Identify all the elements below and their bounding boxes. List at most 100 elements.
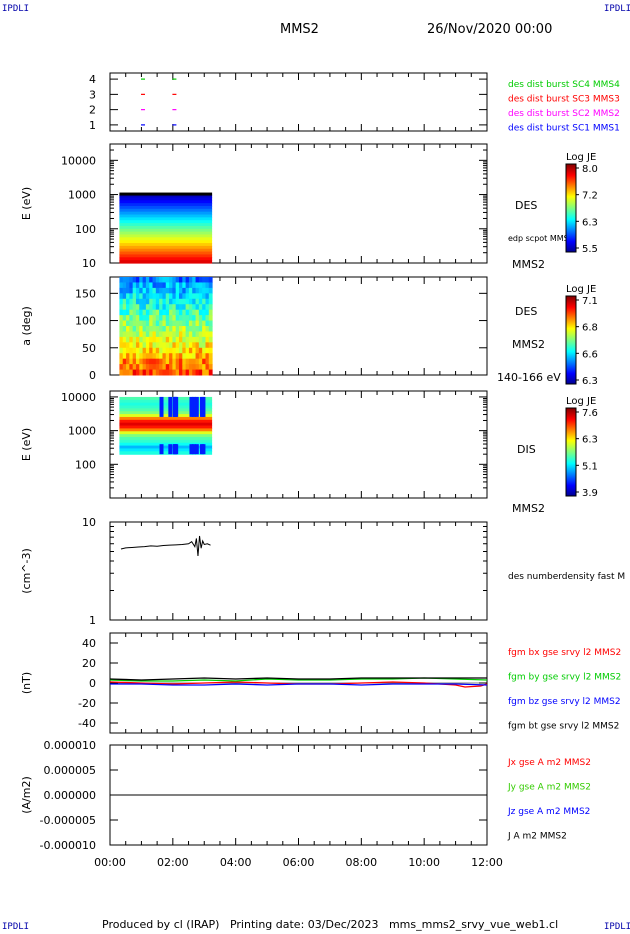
pitch-cell (119, 293, 124, 300)
pitch-cell (152, 364, 157, 371)
spectrogram-gap (174, 396, 179, 417)
series-line-fgm (109, 677, 487, 681)
pitch-cell (188, 369, 193, 376)
pitch-cell (185, 315, 190, 322)
pitch-cell (192, 358, 197, 365)
pitch-cell (132, 326, 137, 332)
pitch-cell (165, 336, 170, 343)
pitch-cell (132, 320, 137, 327)
pitch-cell (152, 315, 157, 322)
pitch-cell (198, 298, 203, 305)
y-tick-label: 0.000005 (44, 764, 97, 777)
pitch-cell (145, 353, 150, 360)
spectrogram-row (119, 451, 213, 455)
pitch-cell (122, 287, 127, 294)
pitch-cell (139, 353, 144, 360)
x-tick-label: 12:00 (471, 856, 503, 869)
pitch-cell (185, 353, 190, 360)
y-tick-label: 40 (82, 637, 96, 650)
x-tick-label: 02:00 (157, 856, 189, 869)
pitch-cell (172, 282, 177, 289)
pitch-cell (139, 326, 144, 332)
pitch-cell (152, 342, 157, 349)
spectrogram-gap (201, 444, 206, 455)
pitch-cell (122, 320, 127, 327)
spectrogram-row (119, 200, 213, 204)
spectrogram-gap (174, 444, 179, 455)
pitch-cell (142, 293, 147, 300)
pitch-cell (152, 287, 157, 294)
pitch-cell (122, 315, 127, 322)
spectrogram-row (119, 422, 213, 427)
pitch-cell (152, 304, 157, 311)
pitch-cell (198, 347, 203, 354)
pitch-cell (149, 282, 154, 289)
legend-entry: fgm bz gse srvy l2 MMS2 (508, 697, 621, 707)
pitch-cell (135, 347, 140, 354)
spectrogram-row (119, 434, 213, 438)
pitch-cell (159, 347, 163, 354)
pitch-cell (202, 293, 206, 300)
colorbar-tick-label: 7.1 (582, 296, 598, 307)
spectrogram-gap (194, 444, 199, 455)
spectrogram-row (119, 194, 213, 199)
pitch-cell (208, 353, 213, 360)
pitch-cell (188, 326, 193, 332)
pitch-cell (179, 358, 183, 365)
pitch-cell (162, 282, 167, 289)
pitch-cell (119, 277, 124, 283)
pitch-cell (126, 347, 130, 354)
pitch-cell (188, 331, 193, 338)
x-tick-label: 04:00 (220, 856, 252, 869)
spectrogram-row (119, 419, 213, 424)
pitch-cell (179, 293, 183, 300)
pitch-cell (188, 353, 193, 360)
spectrogram-row (119, 425, 213, 430)
pitch-cell (202, 347, 206, 354)
spectrogram-row (119, 428, 213, 432)
spectrogram-gap (168, 444, 173, 455)
pitch-cell (198, 304, 203, 311)
y-tick-label: 100 (75, 458, 96, 471)
pitch-cell (149, 326, 154, 332)
pitch-cell (198, 342, 203, 349)
pitch-cell (132, 369, 137, 376)
spectrogram-gap (159, 396, 164, 417)
pitch-cell (172, 320, 177, 327)
pitch-cell (208, 347, 213, 354)
pitch-cell (126, 293, 130, 300)
pitch-cell (162, 293, 167, 300)
pitch-cell (135, 277, 140, 283)
pitch-cell (192, 298, 197, 305)
pitch-cell (139, 347, 144, 354)
pitch-cell (145, 364, 150, 371)
colorbar (565, 407, 577, 497)
pitch-cell (159, 353, 163, 360)
pitch-cell (145, 287, 150, 294)
pitch-cell (152, 282, 157, 289)
pitch-cell (159, 287, 163, 294)
pitch-cell (145, 304, 150, 311)
pitch-cell (155, 347, 160, 354)
pitch-cell (162, 277, 167, 283)
colorbar-tick-label: 6.3 (582, 435, 598, 446)
y-tick-label: 1000 (68, 425, 96, 438)
pitch-cell (162, 309, 167, 316)
pitch-cell (185, 293, 190, 300)
panel-side-label: MMS2 (512, 502, 545, 515)
pitch-cell (179, 369, 183, 376)
pitch-cell (205, 304, 210, 311)
pitch-cell (179, 331, 183, 338)
pitch-cell (126, 336, 130, 343)
pitch-cell (159, 320, 163, 327)
pitch-cell (155, 277, 160, 283)
pitch-cell (135, 353, 140, 360)
pitch-cell (195, 353, 200, 360)
spectrogram-row (119, 231, 213, 236)
pitch-cell (162, 336, 167, 343)
pitch-cell (155, 364, 160, 371)
pitch-cell (152, 353, 157, 360)
pitch-cell (169, 304, 173, 311)
pitch-cell (198, 353, 203, 360)
pitch-cell (179, 277, 183, 283)
